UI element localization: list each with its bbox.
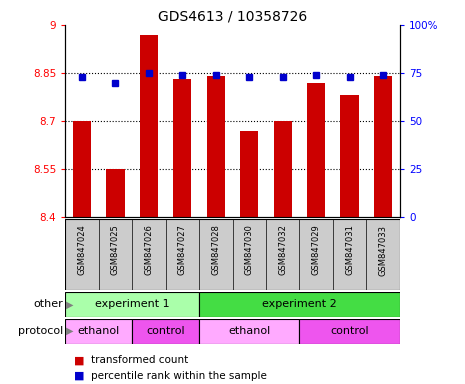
Text: ethanol: ethanol xyxy=(228,326,270,336)
Bar xyxy=(199,319,299,344)
Bar xyxy=(307,83,326,217)
Text: transformed count: transformed count xyxy=(91,355,188,365)
Bar xyxy=(240,131,259,217)
Text: GSM847033: GSM847033 xyxy=(379,225,388,276)
Text: GSM847026: GSM847026 xyxy=(144,225,153,275)
Bar xyxy=(206,76,225,217)
Text: GSM847024: GSM847024 xyxy=(77,225,86,275)
Bar xyxy=(299,319,400,344)
Text: ▶: ▶ xyxy=(66,326,73,336)
Bar xyxy=(65,319,132,344)
Bar xyxy=(106,169,125,217)
Text: ▶: ▶ xyxy=(66,299,73,310)
Text: GSM847030: GSM847030 xyxy=(245,225,254,275)
Bar xyxy=(73,121,91,217)
Text: GSM847029: GSM847029 xyxy=(312,225,321,275)
Text: GSM847031: GSM847031 xyxy=(345,225,354,275)
Bar xyxy=(374,76,392,217)
Text: protocol: protocol xyxy=(18,326,63,336)
Text: GSM847028: GSM847028 xyxy=(211,225,220,275)
Text: ■: ■ xyxy=(74,355,85,365)
Text: experiment 1: experiment 1 xyxy=(95,299,169,310)
Text: GSM847025: GSM847025 xyxy=(111,225,120,275)
Bar xyxy=(140,35,158,217)
Text: experiment 2: experiment 2 xyxy=(262,299,337,310)
Bar xyxy=(132,319,199,344)
Bar xyxy=(199,292,400,317)
Text: ethanol: ethanol xyxy=(78,326,120,336)
Text: GDS4613 / 10358726: GDS4613 / 10358726 xyxy=(158,10,307,23)
Bar xyxy=(273,121,292,217)
Text: control: control xyxy=(330,326,369,336)
Text: other: other xyxy=(33,299,63,310)
Bar xyxy=(173,79,192,217)
Text: percentile rank within the sample: percentile rank within the sample xyxy=(91,371,266,381)
Text: GSM847027: GSM847027 xyxy=(178,225,187,275)
Text: ■: ■ xyxy=(74,371,85,381)
Text: control: control xyxy=(146,326,185,336)
Bar xyxy=(340,95,359,217)
Text: GSM847032: GSM847032 xyxy=(278,225,287,275)
Bar xyxy=(65,292,199,317)
